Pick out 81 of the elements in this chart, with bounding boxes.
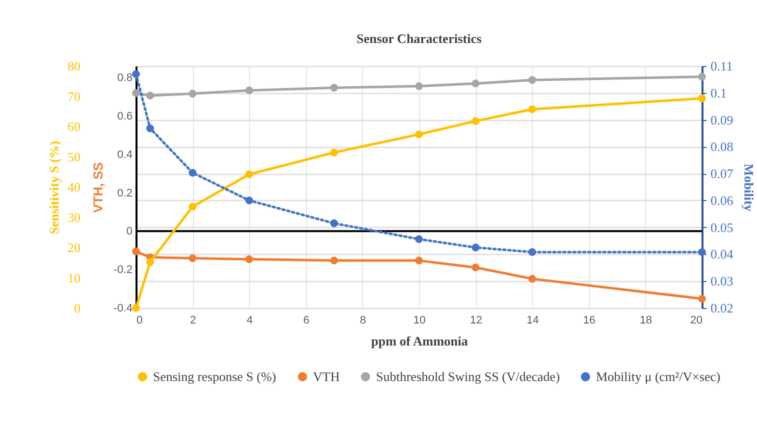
y3-axis-title: Sensitivity S (%) xyxy=(46,140,62,234)
point xyxy=(245,255,254,264)
y3-tick-label: 30 xyxy=(68,210,80,225)
y3-tick-label: 70 xyxy=(68,88,80,104)
y2-tick-label: 0.05 xyxy=(710,220,734,235)
y2-tick-label: 0.07 xyxy=(710,166,734,182)
point xyxy=(132,89,140,97)
legend-label: Mobility μ (cm²/V×sec) xyxy=(596,368,720,384)
y2-tick-label: 0.06 xyxy=(710,192,734,208)
point xyxy=(415,256,423,264)
point xyxy=(698,72,706,81)
y2-tick-label: 0.02 xyxy=(710,300,734,316)
chart-title: Sensor Characteristics xyxy=(356,31,482,46)
legend-label: Subthreshold Swing SS (V/decade) xyxy=(376,368,560,384)
point xyxy=(528,76,536,84)
x-tick-label: 16 xyxy=(583,314,596,326)
y-tick-label: -0.4 xyxy=(114,302,132,314)
point xyxy=(330,256,338,264)
point xyxy=(330,219,338,228)
point xyxy=(698,94,706,102)
x-tick-label: 10 xyxy=(413,314,426,326)
y-tick-label: 0.4 xyxy=(117,148,132,161)
point xyxy=(188,168,196,177)
x-axis-title: ppm of Ammonia xyxy=(371,334,468,348)
x-tick-label: 18 xyxy=(640,314,652,326)
point xyxy=(188,202,196,211)
y3-tick-label: 40 xyxy=(68,180,80,194)
x-tick-label: 0 xyxy=(136,314,143,326)
point xyxy=(415,235,423,244)
x-tick-label: 12 xyxy=(470,314,482,326)
legend-label: VTH xyxy=(313,368,340,384)
y2-tick-label: 0.08 xyxy=(710,139,734,154)
y-tick-label: 0.2 xyxy=(117,187,132,200)
y3-tick-label: 0 xyxy=(74,300,80,316)
point xyxy=(188,90,196,98)
y2-tick-label: 0.1 xyxy=(710,85,727,100)
x-tick-label: 20 xyxy=(690,314,702,326)
point xyxy=(188,254,196,262)
x-tick-label: 14 xyxy=(526,314,539,326)
point xyxy=(330,84,338,92)
point xyxy=(415,82,423,90)
point xyxy=(415,130,423,138)
y-tick-label: 0.6 xyxy=(117,110,132,122)
y2-axis-title: Mobility xyxy=(741,164,756,212)
point xyxy=(698,248,706,256)
point xyxy=(245,86,254,94)
point xyxy=(472,80,480,88)
x-tick-label: 2 xyxy=(190,314,196,326)
point xyxy=(330,148,338,156)
y-tick-label: -0.2 xyxy=(114,264,132,276)
point xyxy=(528,105,536,114)
y2-tick-label: 0.03 xyxy=(710,274,734,289)
point xyxy=(528,248,536,256)
point xyxy=(528,274,536,283)
y3-tick-label: 10 xyxy=(68,270,80,286)
y-tick-label: 0.8 xyxy=(117,72,132,84)
point xyxy=(245,170,254,178)
x-tick-label: 8 xyxy=(360,314,366,326)
point xyxy=(146,258,154,266)
point xyxy=(698,294,706,303)
y2-tick-label: 0.09 xyxy=(710,112,734,128)
x-tick-label: 4 xyxy=(246,314,253,326)
y3-tick-label: 60 xyxy=(68,119,80,134)
x-tick-label: 6 xyxy=(303,314,310,326)
legend-label: Sensing response S (%) xyxy=(153,368,276,384)
point xyxy=(146,124,154,132)
y3-tick-label: 20 xyxy=(68,240,80,255)
point xyxy=(472,117,480,125)
y2-tick-label: 0.11 xyxy=(710,58,733,74)
y2-tick-label: 0.04 xyxy=(710,246,734,262)
point xyxy=(245,196,254,204)
y3-tick-label: 80 xyxy=(68,58,80,74)
point xyxy=(146,92,154,100)
point xyxy=(132,247,140,256)
point xyxy=(472,244,480,252)
point xyxy=(132,304,140,312)
y-tick-label: 0 xyxy=(126,226,132,238)
point xyxy=(132,70,140,78)
point xyxy=(472,264,480,272)
y-axis-title: VTH, SS xyxy=(90,162,106,213)
y3-tick-label: 50 xyxy=(68,149,80,164)
